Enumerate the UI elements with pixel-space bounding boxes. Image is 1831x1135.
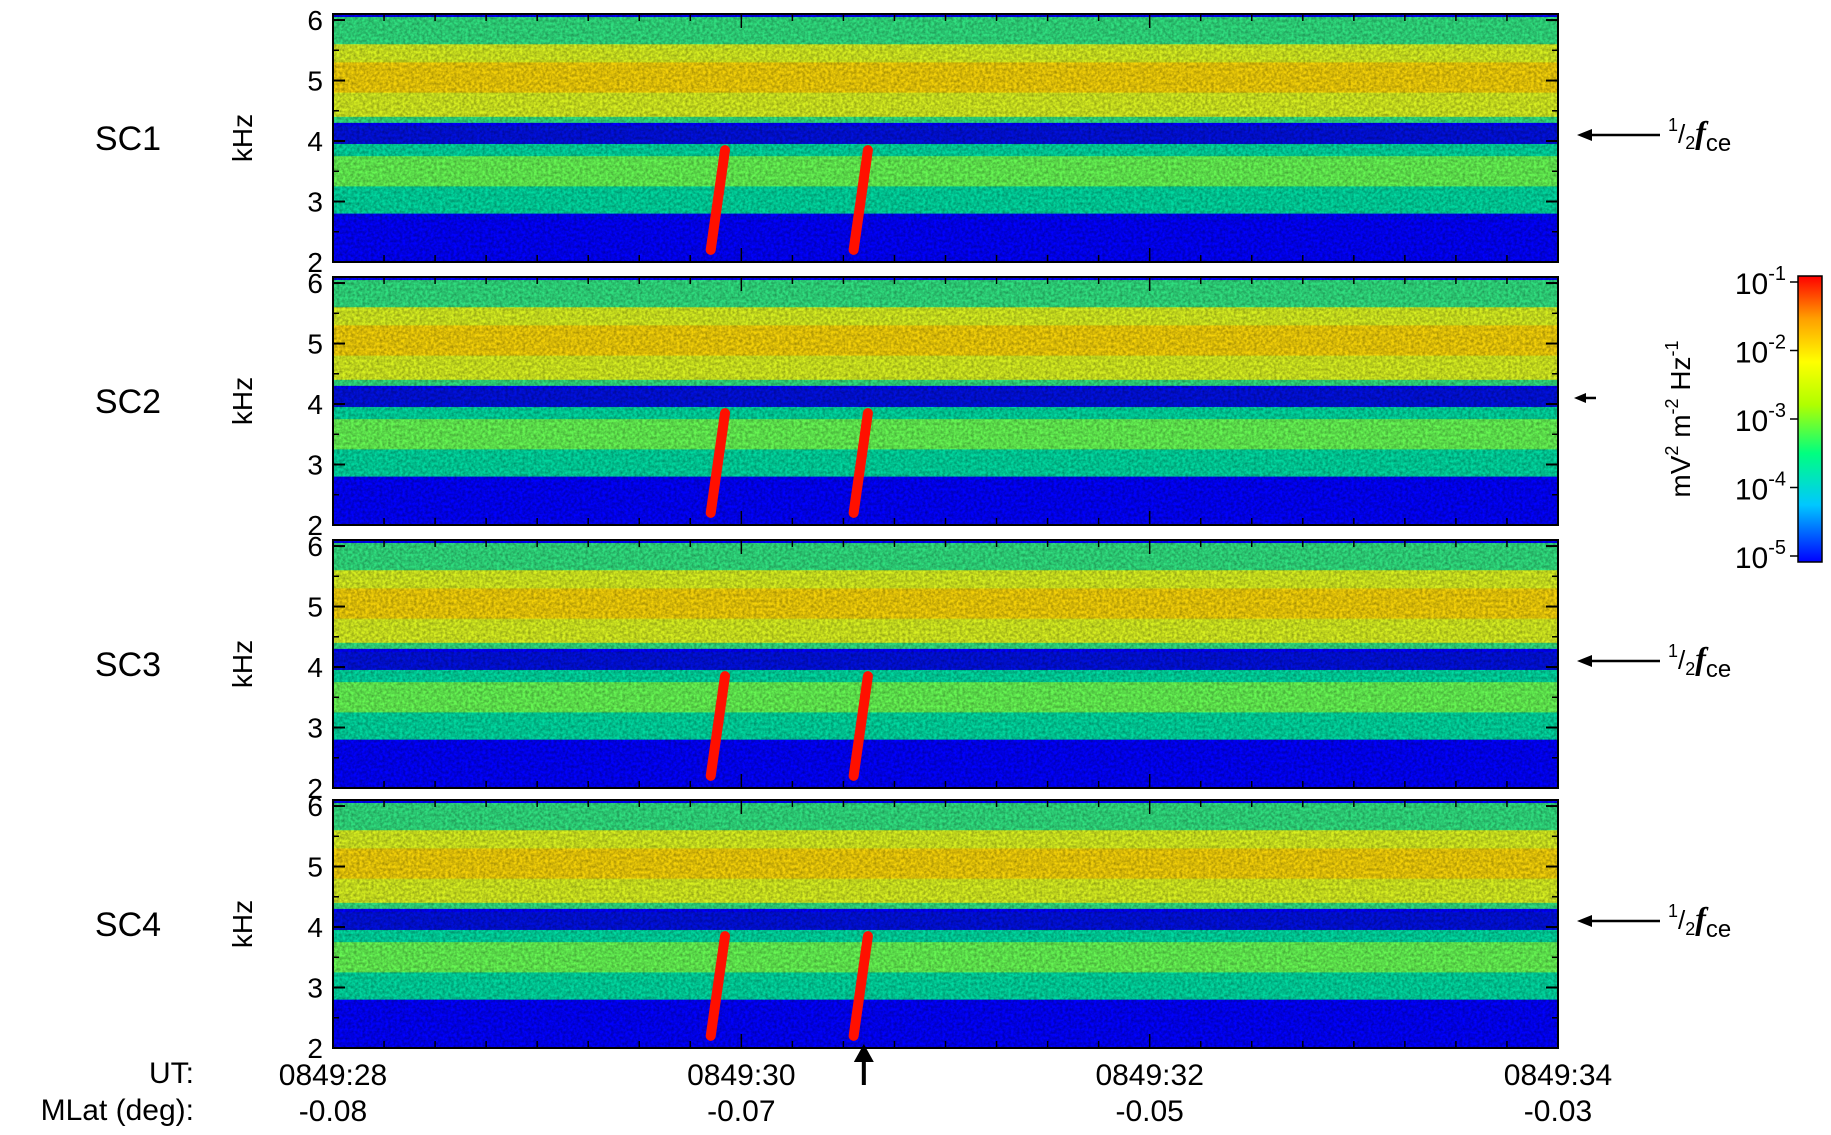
spacecraft-label: SC1 <box>95 120 161 158</box>
y-tick-label: 5 <box>307 852 323 883</box>
y-tick-label: 3 <box>307 973 323 1004</box>
colorbar-tick-label: 10-3 <box>1735 400 1786 438</box>
mlat-tick-label: -0.03 <box>1524 1095 1592 1128</box>
panel-sc4: 2 3 4 5 6 kHz SC4 1/2fce <box>95 791 1731 1064</box>
panel-sc3: 2 3 4 5 6 kHz SC3 1/2fce <box>95 531 1731 804</box>
y-tick-label: 3 <box>307 713 323 744</box>
ut-tick-label: 0849:32 <box>1095 1059 1203 1092</box>
colorbar-tick-label: 10-5 <box>1735 537 1786 575</box>
y-tick-label: 2 <box>307 247 323 278</box>
mlat-tick-label: -0.05 <box>1115 1095 1183 1128</box>
colorbar-label: mV2 m-2 Hz-1 <box>1662 340 1696 497</box>
y-tick-label: 6 <box>307 5 323 36</box>
noise-texture <box>333 277 1558 525</box>
fce-arrow-head <box>1577 128 1592 141</box>
fce-arrow-head <box>1577 914 1592 927</box>
y-tick-label: 4 <box>307 389 323 420</box>
colorbar-tick-label: 10-2 <box>1735 332 1786 370</box>
y-axis-label: kHz <box>227 900 258 948</box>
y-tick-label: 3 <box>307 450 323 481</box>
mlat-row-label: MLat (deg): <box>40 1094 194 1127</box>
y-tick-label: 3 <box>307 187 323 218</box>
ut-tick-label: 0849:34 <box>1504 1059 1612 1092</box>
rising-tone-1 <box>705 145 730 255</box>
y-tick-label: 4 <box>307 912 323 943</box>
rising-tone-2 <box>848 408 873 518</box>
noise-texture <box>333 540 1558 788</box>
rising-tone-1 <box>705 671 730 781</box>
fce-label: 1/2fce <box>1668 114 1731 157</box>
y-tick-label: 2 <box>307 773 323 804</box>
colorbar-tick-label: 10-4 <box>1735 469 1786 507</box>
y-tick-label: 6 <box>307 531 323 562</box>
y-tick-label: 6 <box>307 791 323 822</box>
rising-tone-2 <box>848 145 873 255</box>
y-axis-label: kHz <box>227 377 258 425</box>
fce-label: 1/2fce <box>1668 900 1731 943</box>
y-tick-label: 6 <box>307 268 323 299</box>
colorbar: 10-1 10-2 10-3 10-4 10-5 mV2 m-2 Hz-1 <box>1662 263 1823 575</box>
ut-tick-label: 0849:30 <box>687 1059 795 1092</box>
colorbar-tick-label: 10-1 <box>1735 263 1786 301</box>
rising-tone-1 <box>705 408 730 518</box>
y-tick-label: 4 <box>307 126 323 157</box>
spacecraft-label: SC3 <box>95 646 161 684</box>
spacecraft-label: SC2 <box>95 383 161 421</box>
y-tick-label: 2 <box>307 510 323 541</box>
y-axis-label: kHz <box>227 640 258 688</box>
fce-arrow-head <box>1577 654 1592 667</box>
panel-sc2: 2 3 4 5 6 kHz SC2 <box>95 268 1596 541</box>
spacecraft-label: SC4 <box>95 906 161 944</box>
y-tick-label: 2 <box>307 1033 323 1064</box>
rising-tone-2 <box>848 671 873 781</box>
y-tick-label: 5 <box>307 329 323 360</box>
ut-tick-label: 0849:28 <box>279 1059 387 1092</box>
fce-label: 1/2fce <box>1668 640 1731 683</box>
fce-arrow-head <box>1574 392 1586 403</box>
panel-sc1: 2 3 4 5 6 kHz SC1 1/2fce <box>95 5 1731 278</box>
noise-texture <box>333 800 1558 1048</box>
y-tick-label: 5 <box>307 592 323 623</box>
event-marker-head <box>853 1044 874 1062</box>
y-axis-label: kHz <box>227 114 258 162</box>
y-tick-label: 5 <box>307 66 323 97</box>
rising-tone-2 <box>848 931 873 1041</box>
noise-texture <box>333 14 1558 262</box>
mlat-tick-label: -0.08 <box>299 1095 367 1128</box>
ut-row-label: UT: <box>149 1057 194 1090</box>
mlat-tick-label: -0.07 <box>707 1095 775 1128</box>
colorbar-gradient <box>1797 275 1823 563</box>
x-axis: 0849:28-0.08 0849:30-0.07 0849:32-0.05 0849… <box>279 1044 1612 1128</box>
rising-tone-1 <box>705 931 730 1041</box>
y-tick-label: 4 <box>307 652 323 683</box>
